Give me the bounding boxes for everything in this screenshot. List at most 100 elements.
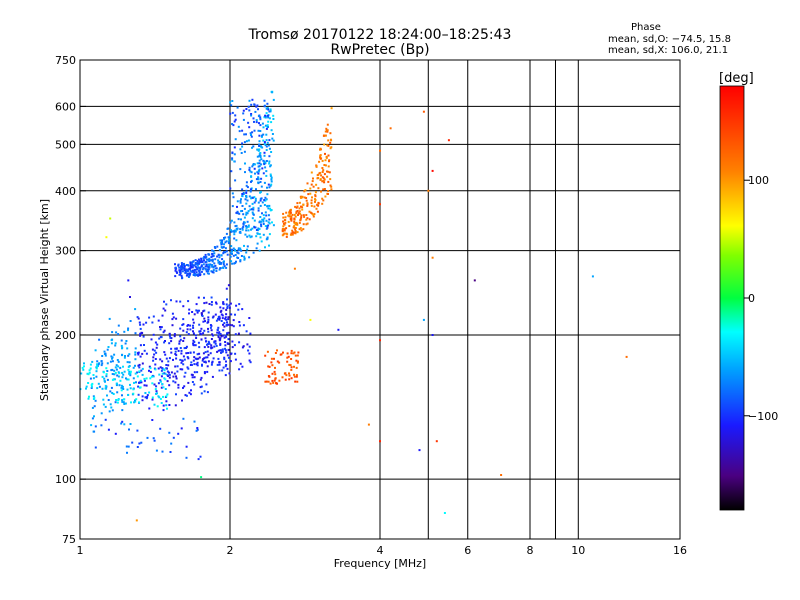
data-point [175,270,178,273]
data-point [87,382,90,384]
data-point [234,114,237,117]
data-point [94,349,97,352]
data-point [328,171,331,174]
data-point [207,259,210,262]
data-point [116,391,119,394]
data-point [211,258,214,261]
data-point [89,367,92,370]
data-point [127,378,130,381]
data-point [290,377,293,380]
data-point [176,271,178,274]
data-point [197,258,200,261]
data-point [221,350,224,353]
data-point [251,211,254,214]
data-point [261,134,263,137]
data-point [211,360,214,363]
data-point [111,378,114,381]
data-point [102,371,105,374]
data-point [379,440,381,443]
data-point [230,248,233,251]
data-point [221,240,223,243]
data-point [107,346,110,348]
data-point [88,395,90,398]
data-point [258,162,261,165]
data-point [261,212,263,215]
data-point [252,213,255,216]
data-point [188,312,190,315]
data-point [248,205,251,208]
data-point [227,331,230,334]
data-point [182,305,185,308]
data-point [187,367,190,370]
data-point [120,386,123,389]
data-point [243,150,246,153]
data-point [302,203,305,206]
data-point [283,229,286,232]
data-point [161,367,164,370]
data-point [257,182,260,185]
data-point [141,362,144,365]
data-point [243,258,246,261]
data-point [113,378,116,381]
data-point [305,218,308,221]
data-point [324,152,326,155]
data-point [309,192,312,195]
data-point [266,102,269,105]
data-point [591,275,594,278]
data-point [246,186,249,189]
data-point [330,107,333,110]
data-point [174,353,177,355]
data-point [196,311,199,314]
data-point [92,395,95,398]
data-point [98,338,101,341]
data-point [245,226,248,229]
data-point [81,366,84,369]
data-point [301,206,304,209]
y-tick-label: 400 [55,185,76,198]
data-point [112,393,115,395]
data-point [139,344,142,347]
data-point [226,298,228,301]
data-point [207,345,210,348]
data-point [221,239,224,242]
data-point [165,357,168,360]
data-point [245,195,247,198]
data-point [238,212,241,215]
data-point [137,317,140,320]
data-point [245,108,248,110]
data-point [128,370,131,373]
data-point [259,181,262,183]
data-point [302,228,305,231]
data-point [324,130,327,133]
data-point [115,384,118,387]
data-point [329,132,332,135]
data-point [248,126,251,129]
data-point [270,183,273,186]
data-point [105,375,108,378]
data-point [164,378,167,381]
data-point [230,170,233,173]
data-point [220,313,223,316]
data-point [245,196,248,199]
data-point [238,303,241,306]
data-point [242,345,245,348]
data-point [195,309,198,312]
data-point [263,154,266,157]
data-point [174,350,177,353]
data-point [241,145,244,148]
data-point [268,365,271,368]
data-point [215,344,218,347]
data-point [120,339,123,342]
data-point [264,144,267,147]
data-point [328,160,330,163]
data-point [224,236,227,239]
data-point [205,260,208,263]
data-point [139,323,142,326]
data-point [132,392,135,395]
data-point [298,221,301,224]
data-point [200,338,203,341]
data-point [186,324,189,327]
data-point [211,260,214,263]
data-point [186,328,189,331]
data-point [282,228,285,230]
